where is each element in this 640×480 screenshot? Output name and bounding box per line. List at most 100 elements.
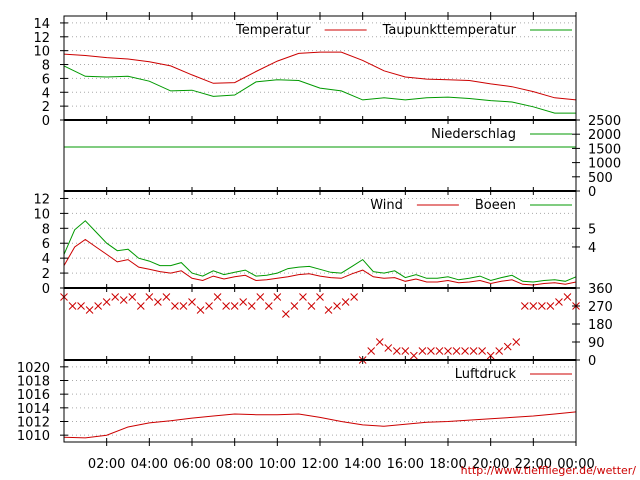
wind-direction-marker <box>333 302 341 310</box>
wind-direction-marker <box>222 302 230 310</box>
wind-direction-marker <box>94 302 102 310</box>
x-tick-label: 20:00 <box>472 457 509 472</box>
panel-5-y-tick-label: 1020 <box>17 361 50 376</box>
wind-direction-marker <box>111 293 120 301</box>
panel-5-y-tick-label: 1014 <box>17 402 50 417</box>
panel-2-right-tick-label: 500 <box>588 171 613 186</box>
wind-direction-marker <box>77 302 85 310</box>
wind-direction-marker <box>350 293 358 301</box>
panel-1-y-tick-label: 2 <box>42 100 50 115</box>
x-tick-label: 10:00 <box>259 457 296 472</box>
wind-direction-marker <box>316 293 324 301</box>
wind-direction-marker <box>461 347 469 355</box>
wind-direction-marker <box>239 298 248 306</box>
wind-direction-marker <box>213 293 222 301</box>
wind-direction-marker <box>529 302 538 310</box>
panel-3-y-tick-label: 4 <box>42 252 50 267</box>
wind-direction-marker <box>418 347 427 355</box>
panel-3-y-tick-label: 2 <box>42 267 50 282</box>
wind-direction-marker <box>128 293 137 301</box>
panel-2-right-tick-label: 2500 <box>588 114 621 129</box>
panel-1-y-tick-label: 4 <box>42 86 50 101</box>
wind-direction-marker <box>188 298 196 306</box>
panel-4-right-tick-label: 270 <box>588 300 613 315</box>
wind-direction-marker <box>452 347 461 355</box>
wind-direction-marker <box>154 298 162 306</box>
panel-4-right-tick-label: 360 <box>588 282 613 297</box>
wind-direction-marker <box>179 302 188 310</box>
wind-direction-marker <box>538 302 546 310</box>
wind-direction-marker <box>102 298 111 306</box>
wind-direction-marker <box>247 302 256 310</box>
wind-direction-marker <box>444 347 452 355</box>
panel-4-right-tick-label: 180 <box>588 318 613 333</box>
panel-5-y-tick-label: 1018 <box>17 375 50 390</box>
panel-5-y-tick-label: 1010 <box>17 429 50 444</box>
panel-2-right-tick-label: 1000 <box>588 157 621 172</box>
wind-direction-marker <box>299 293 307 301</box>
x-tick-label: 12:00 <box>301 457 338 472</box>
x-tick-label: 18:00 <box>429 457 466 472</box>
legend-label-temperatur: Temperatur <box>235 23 311 38</box>
wind-direction-marker <box>512 338 521 346</box>
panel-1-y-tick-label: 0 <box>42 114 50 129</box>
wind-direction-marker <box>546 302 555 310</box>
wind-direction-marker <box>196 306 205 314</box>
panel-5-y-tick-label: 1016 <box>17 388 50 403</box>
wind-direction-marker <box>145 293 154 301</box>
x-tick-label: 08:00 <box>216 457 253 472</box>
wind-direction-marker <box>256 293 265 301</box>
wind-direction-marker <box>162 293 171 301</box>
wind-direction-marker <box>307 302 316 310</box>
panel-4-right-tick-label: 90 <box>588 336 605 351</box>
grid-layer <box>64 22 576 436</box>
x-tick-label: 04:00 <box>131 457 168 472</box>
wind-direction-marker <box>486 351 495 360</box>
wind-direction-marker <box>282 310 290 318</box>
legend-label-boeen: Boeen <box>475 198 516 213</box>
panel-1-y-tick-label: 8 <box>42 59 50 74</box>
legend-label-taupunkttemperatur: Taupunkttemperatur <box>382 23 517 38</box>
wind-direction-marker <box>230 302 239 310</box>
panel-1-y-tick-label: 6 <box>42 72 50 87</box>
panel-4-frame <box>63 287 577 361</box>
legend-label-wind: Wind <box>370 198 403 213</box>
x-tick-label: 00:00 <box>557 457 594 472</box>
series-line-luftdruck <box>63 411 577 439</box>
series-line-boeen <box>63 220 577 283</box>
beaufort-tick-label: 4 <box>588 241 596 256</box>
panel-4-right-tick-label: 0 <box>588 354 596 369</box>
wind-direction-marker <box>324 306 333 314</box>
beaufort-tick-label: 5 <box>588 222 596 237</box>
panel-3-y-tick-label: 6 <box>42 237 50 252</box>
series-line-temperatur <box>63 51 577 101</box>
legend-label-niederschlag: Niederschlag <box>431 127 516 142</box>
wind-direction-marker <box>520 302 529 310</box>
x-tick-label: 22:00 <box>515 457 552 472</box>
wind-direction-marker <box>401 347 410 355</box>
wind-direction-marker <box>136 302 145 310</box>
x-tick-label: 02:00 <box>88 457 125 472</box>
wind-direction-marker <box>273 293 282 301</box>
wind-direction-marker <box>427 347 435 355</box>
wind-direction-marker <box>205 302 213 310</box>
panel-1-y-tick-label: 14 <box>33 17 50 32</box>
wind-direction-marker <box>85 306 94 314</box>
wind-direction-marker <box>290 302 299 310</box>
panel-5-y-tick-label: 1012 <box>17 416 50 431</box>
panel-2-right-tick-label: 1500 <box>588 142 621 157</box>
panel-2-right-tick-label: 2000 <box>588 128 621 143</box>
series-line-wind <box>63 238 577 286</box>
site-url: http://www.tiefflieger.de/wetter/ <box>461 464 637 477</box>
wind-direction-marker <box>171 302 179 310</box>
axes-layer <box>60 12 580 446</box>
panel-3-y-tick-label: 12 <box>33 192 50 207</box>
panel-3-y-tick-label: 10 <box>33 207 50 222</box>
wind-direction-marker <box>555 298 563 306</box>
wind-direction-marker <box>435 347 444 355</box>
x-tick-label: 06:00 <box>173 457 210 472</box>
x-tick-label: 14:00 <box>344 457 381 472</box>
wind-direction-marker <box>469 347 478 355</box>
